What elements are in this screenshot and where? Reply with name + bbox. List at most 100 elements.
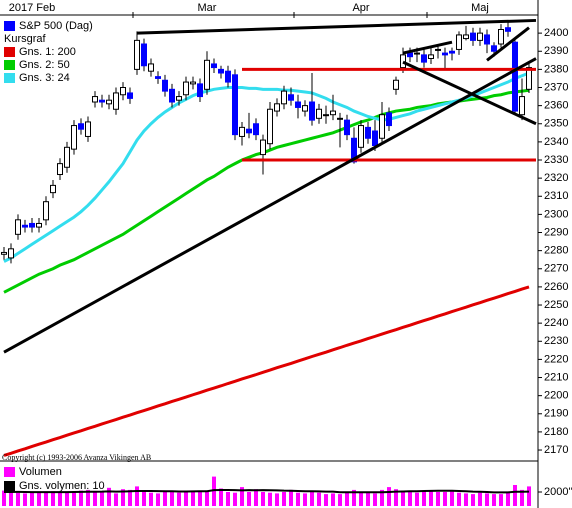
volume-bar	[65, 492, 69, 506]
volume-bar	[492, 494, 496, 506]
y-tick-label: 2400	[544, 27, 568, 39]
volume-bar	[324, 494, 328, 506]
volume-bar	[114, 493, 118, 506]
trend-line	[402, 60, 537, 126]
volume-bar	[9, 491, 13, 506]
candle-body	[267, 108, 273, 145]
volume-bar	[23, 493, 27, 506]
volume-bar	[429, 491, 433, 506]
volume-bar	[436, 492, 440, 506]
y-tick-label: 2350	[544, 118, 568, 130]
volume-bar	[303, 493, 307, 506]
volume-bar	[380, 489, 384, 506]
candle-body	[365, 126, 371, 139]
candle-body	[92, 96, 98, 103]
candle-body	[435, 48, 441, 51]
candle-body	[330, 110, 336, 116]
candle-body	[260, 139, 266, 156]
volume-bar	[282, 492, 286, 506]
volume-bar	[163, 492, 167, 506]
candle-body	[127, 92, 133, 99]
y-tick-label: 2260	[544, 281, 568, 293]
candle-body	[302, 105, 308, 112]
candle-body	[204, 59, 210, 90]
candle-body	[372, 130, 378, 147]
volume-bar	[247, 492, 251, 506]
candle-body	[64, 146, 70, 168]
volume-bar	[527, 486, 531, 506]
candle-body	[505, 27, 511, 32]
volume-bar	[485, 493, 489, 506]
y-tick-label: 2190	[544, 408, 568, 420]
candle-body	[295, 101, 301, 108]
volume-bar	[93, 492, 97, 506]
candle-body	[169, 88, 175, 103]
candle-body	[449, 50, 455, 54]
trend-line	[3, 57, 537, 354]
volume-bar	[212, 476, 216, 506]
candle-body	[281, 90, 287, 105]
volume-bar	[443, 492, 447, 506]
trend-line	[402, 40, 453, 55]
candle-body	[78, 123, 84, 130]
legend: S&P 500 (Dag) Kursgraf Gns. 1: 200 Gns. …	[4, 20, 105, 492]
y-tick-label: 2390	[544, 45, 568, 57]
y-tick-label: 2200	[544, 390, 568, 402]
y-tick-label: 2360	[544, 100, 568, 112]
volume-bar	[478, 492, 482, 506]
candle-body	[8, 248, 14, 259]
candle-body	[162, 79, 168, 92]
volume-bar	[275, 493, 279, 506]
candle-body	[512, 41, 518, 112]
volume-bar	[135, 486, 139, 506]
volume-bar	[2, 490, 6, 506]
volume-bar	[37, 492, 41, 506]
volume-bar	[44, 492, 48, 506]
candle-body	[400, 54, 406, 69]
candle-body	[36, 222, 42, 228]
volume-bar	[268, 492, 272, 506]
candle-body	[344, 119, 350, 136]
candle-body	[22, 224, 28, 228]
candle-body	[148, 63, 154, 72]
candle-body	[239, 126, 245, 137]
moving-average	[3, 285, 530, 457]
candle-body	[379, 114, 385, 139]
candle-body	[120, 87, 126, 96]
legend-swatch	[4, 73, 15, 83]
candle-body	[211, 63, 217, 69]
volume-bar	[352, 489, 356, 506]
volume-bar	[359, 492, 363, 506]
volume-bar	[254, 489, 258, 506]
volume-bar	[457, 492, 461, 506]
volume-bar	[198, 491, 202, 506]
candle-body	[85, 121, 91, 137]
volume-bar	[401, 490, 405, 506]
candle-body	[463, 34, 469, 40]
volume-bar	[149, 492, 153, 506]
candle-body	[421, 54, 427, 63]
candle-body	[57, 163, 63, 176]
y-tick-label: 2290	[544, 226, 568, 238]
legend-label: S&P 500 (Dag)	[19, 20, 93, 32]
candle-body	[386, 112, 392, 127]
candle-body	[393, 79, 399, 90]
y-tick-label: 2330	[544, 154, 568, 166]
y-tick-label: 2180	[544, 426, 568, 438]
volume-bar	[408, 491, 412, 506]
candle-body	[498, 29, 504, 45]
volume-bar	[79, 490, 83, 506]
candle-body	[358, 125, 364, 148]
y-tick-label: 2340	[544, 136, 568, 148]
candle-body	[491, 45, 497, 52]
x-tick-label: Apr	[352, 2, 369, 14]
volume-bar	[422, 490, 426, 506]
volume-bar	[366, 492, 370, 506]
legend-label: Kursgraf	[4, 33, 47, 45]
volume-bar	[142, 491, 146, 506]
legend-swatch	[4, 481, 15, 491]
volume-bar	[317, 492, 321, 506]
legend-label: Gns. 1: 200	[19, 46, 76, 58]
candle-body	[190, 81, 196, 85]
candle-body	[15, 219, 21, 235]
